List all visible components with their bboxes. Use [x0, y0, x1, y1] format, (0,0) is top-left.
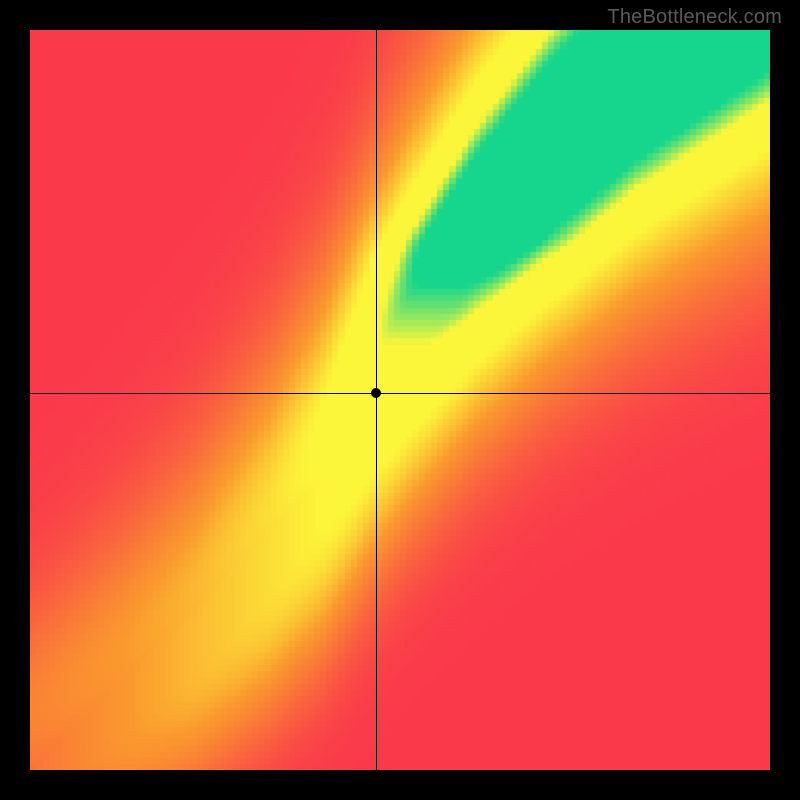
crosshair-vertical — [376, 30, 377, 770]
watermark-text: TheBottleneck.com — [607, 6, 782, 29]
crosshair-horizontal — [30, 393, 770, 394]
heatmap-canvas — [30, 30, 770, 770]
crosshair-marker — [371, 388, 381, 398]
heatmap-plot — [30, 30, 770, 770]
